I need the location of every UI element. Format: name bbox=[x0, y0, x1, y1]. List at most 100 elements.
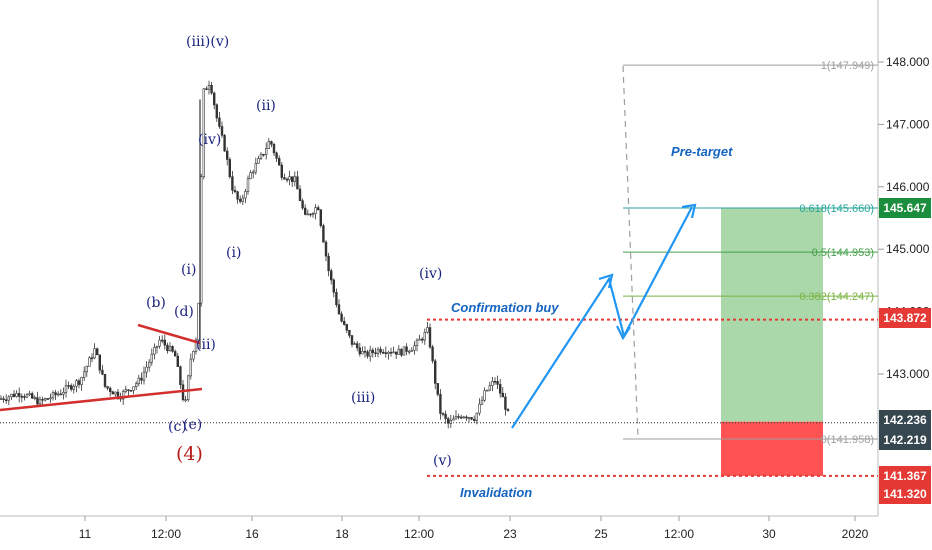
x-tick-label: 18 bbox=[335, 527, 349, 541]
x-axis-ticks: 11 12:00 16 18 12:00 23 25 12:00 30 2020 bbox=[79, 516, 869, 541]
candle-body bbox=[205, 88, 208, 91]
price-badge bbox=[879, 430, 931, 450]
candle-body bbox=[270, 141, 273, 145]
candle-body bbox=[485, 389, 489, 392]
candle-body bbox=[236, 191, 239, 200]
candle-body bbox=[264, 148, 268, 155]
candle-body bbox=[103, 373, 107, 387]
candle-body bbox=[148, 361, 151, 368]
candle-body bbox=[348, 329, 351, 336]
candle-body bbox=[129, 390, 133, 392]
x-tick-label: 25 bbox=[594, 527, 608, 541]
candle-body bbox=[387, 351, 390, 354]
candle-body bbox=[309, 213, 312, 216]
projection-arrow bbox=[511, 203, 697, 429]
candle-body bbox=[158, 339, 161, 347]
candle-body bbox=[428, 327, 432, 348]
candle-body bbox=[135, 383, 138, 387]
candle-body bbox=[30, 393, 34, 399]
candle-body bbox=[179, 366, 182, 386]
candle-body bbox=[498, 384, 502, 394]
candle-body bbox=[415, 339, 419, 346]
candle-body bbox=[337, 304, 341, 315]
price-badge-label: 142.219 bbox=[883, 433, 927, 447]
candle-body bbox=[101, 369, 104, 375]
y-tick-label: 146.000 bbox=[886, 180, 930, 194]
candle-body bbox=[109, 387, 112, 393]
wave-label-ii-left: (ii) bbox=[196, 337, 216, 353]
candle-body bbox=[111, 391, 115, 395]
wave-label-iv-top: (iv) bbox=[198, 132, 221, 148]
candle-body bbox=[150, 353, 153, 363]
candle-body bbox=[454, 416, 458, 420]
candle-body bbox=[56, 393, 60, 396]
candle-body bbox=[267, 141, 270, 149]
candle-body bbox=[252, 171, 255, 174]
candle-body bbox=[114, 391, 117, 395]
candle-body bbox=[25, 394, 29, 398]
fib-trend-line bbox=[622, 65, 639, 438]
candle-body bbox=[64, 385, 68, 393]
candle-body bbox=[298, 188, 302, 202]
candle-body bbox=[374, 352, 377, 354]
candle-body bbox=[62, 392, 65, 395]
candle-body bbox=[405, 346, 408, 352]
candle-body bbox=[285, 178, 289, 181]
candle-body bbox=[478, 403, 481, 414]
candle-body bbox=[10, 393, 13, 398]
candle-body bbox=[93, 348, 96, 359]
candle-body bbox=[155, 345, 159, 348]
candle-body bbox=[215, 104, 218, 119]
candle-body bbox=[184, 399, 187, 401]
candle-body bbox=[137, 377, 140, 384]
candle-body bbox=[254, 163, 257, 173]
invalidation-label: Invalidation bbox=[460, 485, 532, 500]
candle-body bbox=[301, 200, 304, 209]
candle-body bbox=[51, 392, 55, 399]
candle-body bbox=[311, 213, 315, 216]
wave-label-i-left: (i) bbox=[181, 262, 196, 278]
price-badge bbox=[879, 308, 931, 328]
x-tick-label: 30 bbox=[762, 527, 776, 541]
candle-body bbox=[376, 348, 380, 354]
y-tick-label: 148.000 bbox=[886, 55, 930, 69]
candle-body bbox=[431, 346, 434, 362]
candle-body bbox=[233, 189, 237, 192]
x-tick-label: 11 bbox=[79, 527, 92, 541]
candle-body bbox=[423, 331, 426, 341]
candle-body bbox=[322, 225, 325, 243]
candle-body bbox=[192, 351, 195, 360]
candle-body bbox=[239, 198, 242, 202]
wave-label-4: (4) bbox=[176, 443, 203, 465]
candles bbox=[0, 80, 510, 429]
candle-body bbox=[257, 158, 260, 164]
candle-body bbox=[501, 392, 504, 398]
candle-body bbox=[189, 358, 192, 377]
candle-body bbox=[288, 176, 291, 181]
candle-body bbox=[122, 391, 125, 400]
candle-body bbox=[381, 351, 385, 354]
price-badges: 145.647 143.872 142.236 142.219 141.367 141.3… bbox=[879, 198, 931, 504]
candle-body bbox=[46, 398, 50, 400]
candle-body bbox=[70, 385, 73, 390]
candle-body bbox=[280, 164, 283, 178]
candle-body bbox=[506, 409, 510, 412]
candle-body bbox=[363, 350, 367, 353]
candle-body bbox=[449, 419, 452, 424]
candle-body bbox=[213, 92, 216, 106]
fib-level-label: 0.382(144.247) bbox=[799, 291, 874, 303]
candle-body bbox=[420, 338, 424, 341]
candle-body bbox=[488, 385, 491, 391]
candle-body bbox=[470, 417, 473, 420]
candle-body bbox=[249, 172, 252, 180]
candle-body bbox=[465, 416, 468, 419]
candle-body bbox=[220, 126, 224, 136]
candle-body bbox=[174, 351, 177, 357]
candle-body bbox=[5, 399, 8, 402]
candle-body bbox=[207, 84, 211, 90]
loss-zone bbox=[721, 421, 823, 476]
candle-body bbox=[441, 413, 445, 415]
candle-body bbox=[355, 343, 359, 349]
candle-body bbox=[496, 381, 499, 385]
